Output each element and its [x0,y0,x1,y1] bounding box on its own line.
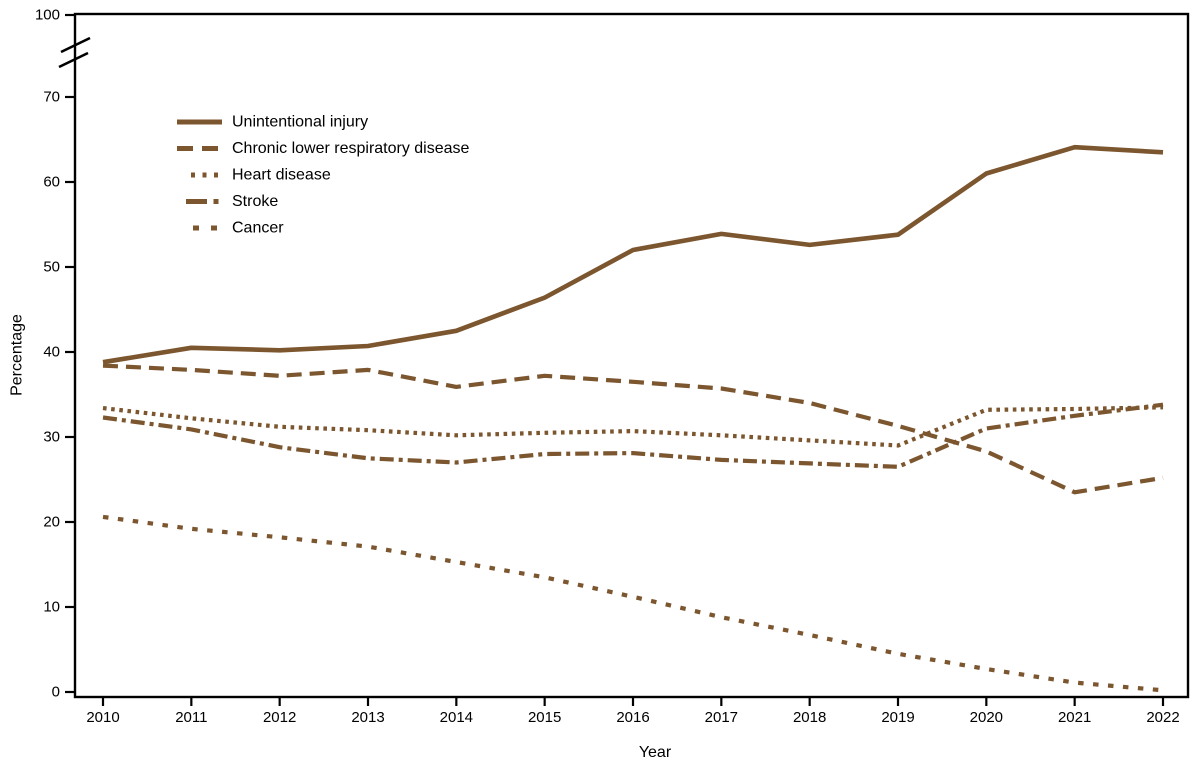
y-tick-label-20: 20 [43,514,60,531]
legend-label-heart-disease: Heart disease [232,167,331,184]
series-line-cancer [102,514,1164,693]
legend-item-cancer: Cancer [193,220,284,237]
legend-label-chronic-lower-respiratory-disease: Chronic lower respiratory disease [232,140,470,157]
series-line-unintentional-injury [102,144,1164,365]
x-tick-label-2016: 2016 [616,709,649,726]
x-tick-label-2020: 2020 [970,709,1003,726]
series-line-heart-disease [102,405,1164,448]
y-tick-label-30: 30 [43,429,60,446]
x-tick-label-2013: 2013 [351,709,384,726]
x-tick-label-2010: 2010 [86,709,119,726]
legend-item-chronic-lower-respiratory-disease: Chronic lower respiratory disease [177,140,470,157]
legend-label-stroke: Stroke [232,193,278,210]
y-tick-label-60: 60 [43,174,60,191]
plot-frame [73,12,1190,699]
y-tick-label-10: 10 [43,599,60,616]
x-axis-title: Year [639,744,672,761]
axis-break-slash-upper [60,36,91,54]
series-line-chronic-lower-respiratory-disease [102,363,1164,495]
y-tick-label-100: 100 [35,7,60,24]
data-series [102,144,1164,693]
x-tick-label-2014: 2014 [440,709,473,726]
x-tick-label-2017: 2017 [705,709,738,726]
series-line-stroke [102,402,1164,469]
x-tick-label-2021: 2021 [1058,709,1091,726]
legend-item-stroke: Stroke [186,193,278,210]
legend-label-cancer: Cancer [232,220,284,237]
y-tick-label-0: 0 [52,684,60,701]
legend-label-unintentional-injury: Unintentional injury [232,114,368,131]
legend-item-unintentional-injury: Unintentional injury [177,114,368,131]
y-axis-title: Percentage [9,314,26,396]
x-tick-label-2011: 2011 [175,709,207,726]
x-tick-label-2012: 2012 [263,709,296,726]
legend-item-heart-disease: Heart disease [191,167,331,184]
y-axis-ticks: 0 10 20 30 40 50 60 70 100 [35,7,75,701]
y-tick-label-50: 50 [43,259,60,276]
y-tick-label-40: 40 [43,344,60,361]
x-tick-label-2018: 2018 [793,709,826,726]
x-tick-label-2022: 2022 [1146,709,1179,726]
legend: Unintentional injury Chronic lower respir… [177,114,470,237]
y-tick-label-70: 70 [43,89,60,106]
axis-break-slash-lower [58,51,89,69]
x-tick-label-2015: 2015 [528,709,561,726]
x-tick-label-2019: 2019 [881,709,914,726]
y-axis-break [58,36,91,69]
x-axis-ticks: 2010 2011 2012 2013 2014 2015 2016 2017 2018 2019… [86,697,1180,726]
